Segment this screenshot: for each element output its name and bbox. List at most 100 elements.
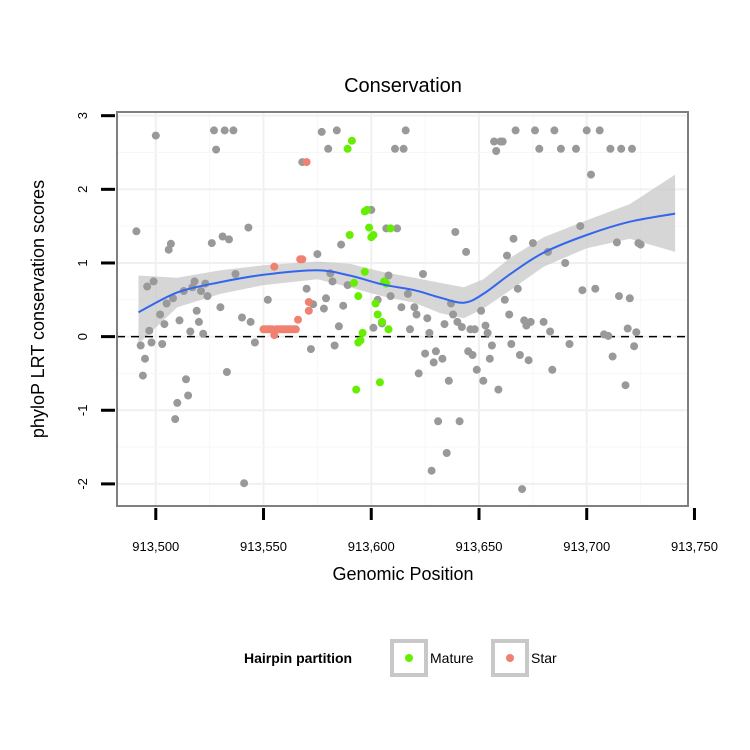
series-star [259,158,313,340]
x-tick-label: 913,550 [240,539,287,554]
data-point-other [401,126,410,135]
data-point-other [182,375,190,384]
data-point-other [343,281,352,290]
data-point-other [403,289,412,298]
data-point-other [328,277,337,286]
data-point-other [203,292,212,301]
data-point-other [210,126,218,135]
y-axis: -2 -1 0 1 2 3 [75,112,115,490]
data-point-other [587,170,595,179]
y-tick-label: 0 [75,333,90,340]
data-point-other [444,376,453,385]
data-point-other [216,303,225,312]
data-point-other [151,131,160,140]
chart-title: Conservation [344,75,462,97]
data-point-other [220,126,229,135]
data-point-other [393,224,402,233]
data-point-other [184,391,193,400]
data-point-other [604,331,613,340]
data-point-other [158,340,167,348]
data-point-mature [354,338,363,347]
plot-border [116,111,689,507]
data-point-other [451,228,460,236]
x-tick-label: 913,700 [563,539,610,554]
data-point-other [391,144,399,153]
data-point-other [595,126,604,135]
data-point-other [462,247,471,256]
data-point-other [630,342,639,351]
data-point-other [528,239,537,248]
data-point-other [141,354,149,363]
data-point-other [369,323,378,332]
data-point-other [225,235,233,244]
data-point-other [455,417,464,426]
data-point-other [302,284,311,293]
x-axis: 913,500 913,550 913,600 913,650 913,700 913,7… [132,508,718,554]
data-point-other [500,295,509,304]
data-point-other [556,144,565,153]
data-point-mature [384,325,393,334]
data-point-other [425,328,434,337]
data-point-other [229,126,238,135]
data-point-mature [354,292,363,301]
data-point-other [470,325,479,334]
data-point-other [608,352,617,361]
legend-dot-mature [405,654,413,662]
data-point-other [330,341,339,350]
legend-title: Hairpin partition [244,650,352,666]
data-point-other [192,306,201,315]
data-point-other [438,354,447,363]
data-point-other [492,147,501,155]
data-point-other [518,485,527,494]
data-point-other [173,398,182,407]
data-point-other [143,282,152,291]
data-point-other [171,415,180,424]
data-point-mature [365,223,374,232]
data-point-other [212,145,221,154]
data-point-other [324,144,333,153]
data-point-star [304,298,313,306]
plot-area [116,111,689,507]
data-point-other [526,317,535,326]
data-point-other [149,277,158,286]
data-point-other [507,340,516,348]
data-point-other [511,126,520,135]
x-tick-label: 913,500 [132,539,179,554]
data-point-other [623,324,632,333]
data-point-other [636,240,645,249]
data-point-other [561,259,570,267]
data-point-other [472,365,481,374]
data-point-other [565,340,574,348]
data-point-other [317,127,326,136]
data-point-other [412,310,421,319]
data-point-other [332,126,341,135]
data-point-other [132,227,141,236]
data-point-mature [360,267,369,276]
data-point-other [384,271,393,280]
data-point-other [483,328,492,337]
data-point-mature [362,205,371,214]
data-point-other [162,299,171,308]
data-point-other [515,351,524,359]
x-axis-label: Genomic Position [332,564,473,584]
data-point-other [494,385,503,394]
data-point-star [304,306,313,315]
data-point-other [147,338,156,347]
legend-label-star: Star [531,650,557,666]
data-point-star [302,158,311,167]
data-point-other [419,270,427,278]
data-point-other [246,317,255,326]
legend-label-mature: Mature [430,650,474,666]
data-point-other [578,286,587,295]
data-point-other [166,239,175,248]
data-point-other [337,240,346,249]
data-point-other [399,144,408,153]
series-mature [343,136,395,394]
y-tick-label: 2 [75,186,90,193]
data-point-star [270,262,279,271]
y-tick-label: 1 [75,259,90,266]
data-point-other [222,368,231,376]
data-point-other [548,365,557,374]
smooth-curve-layer [138,212,676,314]
data-point-other [136,341,145,350]
